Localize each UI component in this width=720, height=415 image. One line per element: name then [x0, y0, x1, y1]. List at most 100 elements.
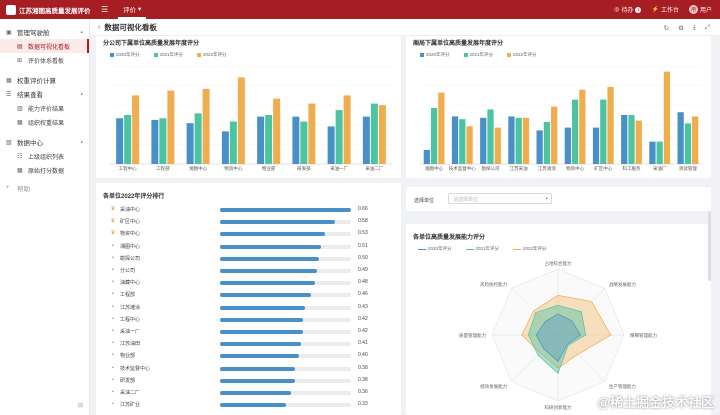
bar[interactable] — [451, 116, 459, 164]
bar[interactable] — [124, 115, 132, 164]
bar[interactable] — [621, 115, 628, 164]
sidebar-group-results[interactable]: ☰ 结果查看 ▴ — [0, 87, 89, 101]
bar[interactable] — [508, 116, 515, 164]
sidebar-group-label: 结果查看 — [17, 92, 43, 99]
sidebar-group-help[interactable]: + 帮助 — [0, 181, 89, 195]
bar[interactable] — [229, 121, 237, 164]
bar[interactable] — [423, 150, 430, 164]
bar[interactable] — [635, 120, 642, 164]
bar[interactable] — [292, 116, 300, 164]
sidebar-item-label: 评价体系看板 — [28, 58, 65, 65]
radar-series[interactable] — [521, 295, 612, 369]
bolt-icon: ⚡ — [651, 7, 659, 13]
bar[interactable] — [515, 117, 522, 164]
bar[interactable] — [335, 110, 343, 164]
workbench-button[interactable]: ⚡ 工作台 — [651, 5, 679, 14]
sidebar-group-dashboard[interactable]: ▣ 管理驾驶舱 ▴ — [0, 25, 89, 39]
bar[interactable] — [607, 87, 614, 164]
ranking-row: ▪ 湘图中心 0.51 — [96, 241, 396, 252]
bar[interactable] — [692, 116, 699, 164]
ranking-row: ▪ 工程中心 0.42 — [96, 314, 396, 325]
sidebar-group-weight[interactable]: ▦ 权重评价计算 — [0, 73, 89, 87]
bar[interactable] — [663, 71, 671, 164]
bar[interactable] — [487, 109, 494, 164]
todo-button[interactable]: ◎ 待办 1 — [614, 5, 642, 14]
bar[interactable] — [343, 95, 351, 164]
bar[interactable] — [132, 95, 140, 164]
bar[interactable] — [649, 141, 656, 164]
bar[interactable] — [677, 112, 684, 164]
radar-series[interactable] — [527, 304, 587, 374]
settings-icon[interactable]: ⚙ — [678, 24, 684, 32]
bar[interactable] — [370, 103, 378, 164]
bar[interactable] — [327, 126, 335, 164]
bar[interactable] — [116, 118, 124, 164]
bar[interactable] — [308, 103, 316, 164]
sidebar-item-data-board[interactable]: ▤ 数据可视化看板 — [0, 39, 89, 53]
bar[interactable] — [273, 98, 281, 164]
todo-label: 待办 — [621, 8, 634, 14]
bar[interactable] — [466, 126, 473, 164]
bar[interactable] — [628, 115, 635, 164]
bar[interactable] — [551, 106, 558, 164]
bar[interactable] — [600, 99, 607, 164]
legend-item: 2022年评分 — [507, 52, 537, 58]
collapse-icon[interactable]: ⊟ — [78, 403, 84, 409]
sidebar-item-org-list[interactable]: ☷ 上级组织列表 — [0, 149, 89, 163]
bar[interactable] — [151, 119, 159, 164]
bar[interactable] — [459, 119, 466, 164]
bar[interactable] — [194, 113, 202, 164]
bar[interactable] — [265, 115, 273, 164]
legend-swatch — [418, 248, 426, 250]
rank-dot-icon: ▪ — [112, 376, 114, 383]
bar[interactable] — [362, 116, 370, 164]
ranking-row: ▪ 物业部 0.40 — [96, 350, 396, 361]
radar-series[interactable] — [535, 313, 581, 362]
scrollbar[interactable] — [708, 211, 711, 281]
sidebar-item-weight-results[interactable]: ▦ 组织权重结果 — [0, 115, 89, 129]
bar[interactable] — [159, 118, 167, 164]
bar[interactable] — [684, 123, 692, 164]
bar[interactable] — [579, 89, 586, 164]
bar[interactable] — [571, 99, 579, 164]
bar[interactable] — [186, 123, 194, 164]
ranking-value: 0.41 — [358, 340, 368, 347]
menu-icon[interactable]: ☰ — [101, 5, 109, 14]
x-tick-label: 研发部 — [297, 165, 311, 172]
sidebar-group-data-center[interactable]: ▧ 数据中心 ▴ — [0, 135, 89, 149]
user-menu[interactable]: 用用户 — [688, 5, 712, 14]
bar[interactable] — [592, 127, 600, 164]
x-tick-label: 物业部 — [262, 165, 276, 172]
bar[interactable] — [522, 117, 530, 164]
ranking-value: 0.38 — [358, 376, 368, 383]
unit-select[interactable]: 请选择单位 ▾ — [448, 193, 552, 204]
bar[interactable] — [300, 121, 308, 164]
refresh-icon[interactable]: ↻ — [663, 24, 670, 32]
bar[interactable] — [237, 77, 245, 164]
fullscreen-icon[interactable]: ⤢ — [704, 23, 710, 31]
bar[interactable] — [167, 90, 175, 165]
back-icon[interactable]: ‹ — [98, 23, 101, 31]
nav-tab-evaluation[interactable]: 评价 ▾ — [118, 0, 147, 19]
sidebar-item-system-board[interactable]: ⊞ 评价体系看板 — [0, 53, 89, 67]
download-icon[interactable]: ⤓ — [692, 23, 696, 31]
bar[interactable] — [202, 88, 210, 164]
ranking-bar-track — [220, 232, 351, 237]
bar[interactable] — [536, 130, 543, 164]
rank-dot-icon: ▪ — [112, 352, 114, 359]
sidebar-item-raw-scores[interactable]: ▦ 原始打分数据 — [0, 163, 89, 177]
bar[interactable] — [378, 105, 386, 164]
ranking-unit-name: 分公司 — [120, 268, 136, 274]
sidebar-item-ability-results[interactable]: ▥ 能力评价结果 — [0, 101, 89, 115]
bar[interactable] — [494, 127, 501, 164]
bar[interactable] — [656, 141, 663, 164]
bar[interactable] — [543, 122, 551, 164]
bar[interactable] — [257, 116, 265, 164]
ranking-panel: 各单位2022年评分排行 ♛ 采油中心 0.66 ♛ 矿区中心 0.58 ♛ 物资中心 0.53… — [96, 183, 401, 415]
bar[interactable] — [221, 131, 229, 164]
bar[interactable] — [430, 108, 438, 164]
bar[interactable] — [480, 117, 487, 164]
ranking-unit-name: 江苏矿业 — [120, 402, 141, 409]
bar[interactable] — [438, 92, 445, 164]
bar[interactable] — [564, 127, 571, 164]
